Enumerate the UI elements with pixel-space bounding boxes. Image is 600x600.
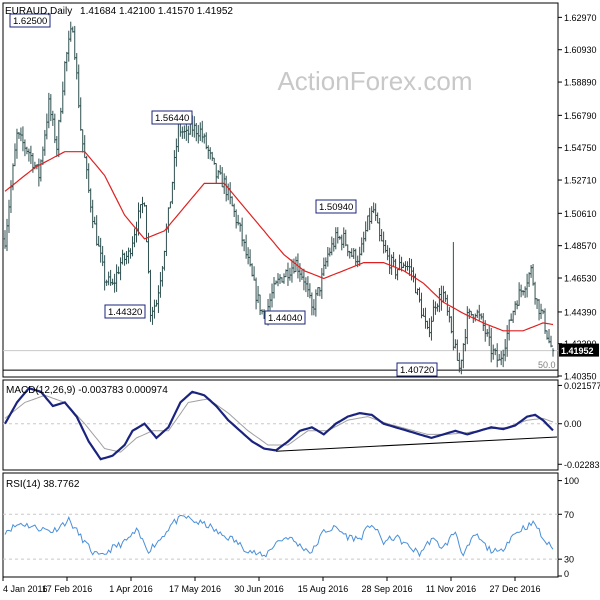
price-annotation-box: [9, 13, 51, 28]
price-axis: 1.62970 1.60930 1.58890 1.56790 1.54750 1.527…: [558, 13, 599, 382]
rsi-grid: [3, 513, 558, 560]
rsi-lines: [4, 514, 554, 558]
price-bars: [3, 21, 555, 375]
chart-header: EURAUD,Daily 1.41684 1.42100 1.41570 1.4…: [5, 6, 233, 17]
price-bar: [551, 345, 555, 357]
rsi-axis: 100 70 30 0: [558, 476, 579, 579]
price-tick-label: 1.52710: [564, 176, 597, 186]
rsi-title: RSI(14) 38.7762: [6, 479, 80, 490]
rsi-tick-label: 0: [564, 569, 569, 579]
x-tick-label: 17 May 2016: [169, 584, 221, 594]
x-tick-label: 15 Aug 2016: [298, 584, 349, 594]
price-tick-label: 1.62970: [564, 13, 597, 23]
x-tick-label: 4 Jan 2016: [3, 584, 48, 594]
x-tick-label: 17 Feb 2016: [42, 584, 93, 594]
watermark: ActionForex.com: [277, 66, 472, 96]
price-tick-label: 1.40350: [564, 372, 597, 382]
price-tick-label: 1.54750: [564, 143, 597, 153]
x-tick-label: 1 Apr 2016: [109, 584, 153, 594]
current-price-box: [559, 343, 599, 357]
rsi-tick-label: 100: [564, 476, 579, 486]
price-annotation-box: [104, 304, 146, 319]
price-panel-frame: [2, 2, 559, 378]
price-annotation-box: [315, 199, 357, 214]
symbol-label: EURAUD,Daily: [5, 6, 72, 17]
x-tick-label: 11 Nov 2016: [426, 584, 476, 594]
price-tick-label: 1.58890: [564, 78, 597, 88]
x-tick-label: 30 Jun 2016: [234, 584, 284, 594]
macd-tick-label: 0.00: [564, 419, 582, 429]
price-annotation-label: 1.56440: [155, 113, 189, 124]
price-annotation-label: 1.62500: [13, 16, 47, 27]
moving-average-line: [4, 151, 554, 332]
price-annotation-label: 1.44320: [108, 307, 142, 318]
price-annotation: 1.62500: [9, 13, 51, 28]
rsi-panel-frame: [2, 472, 559, 578]
x-tick-label: 27 Dec 2016: [489, 584, 540, 594]
price-tick-label: 1.48570: [564, 241, 597, 251]
price-annotation: 1.50940: [315, 199, 357, 214]
price-annotation-box: [396, 362, 438, 377]
macd-main-line: [4, 386, 554, 461]
moving-average: [4, 151, 554, 332]
macd-lines: [4, 386, 558, 461]
price-annotation-label: 1.40720: [400, 365, 434, 376]
rsi-line: [4, 514, 554, 558]
price-tick-label: 1.50610: [564, 209, 597, 219]
price-annotation-box: [151, 110, 193, 125]
macd-tick-label: 0.021577: [564, 381, 600, 391]
fib-50-label: 50.0: [538, 360, 556, 370]
price-tick-label: 1.56790: [564, 111, 597, 121]
macd-trendline: [275, 436, 558, 452]
price-annotation: 1.44320: [104, 304, 146, 319]
current-price-label: 1.41952: [561, 346, 594, 356]
macd-title: MACD(12,26,9) -0.003783 0.000974: [6, 385, 168, 396]
price-tick-label: 1.60930: [564, 45, 597, 55]
x-tick-label: 28 Sep 2016: [361, 584, 412, 594]
price-annotation: 1.44040: [264, 310, 306, 325]
macd-axis: 0.021577 0.00 -0.022833: [558, 381, 600, 470]
rsi-tick-label: 30: [564, 555, 574, 565]
price-annotation-box: [264, 310, 306, 325]
price-annotation: 1.56440: [151, 110, 193, 125]
price-tick-label: 1.46530: [564, 274, 597, 284]
rsi-tick-label: 70: [564, 510, 574, 520]
macd-tick-label: -0.022833: [564, 460, 600, 470]
price-annotation-label: 1.50940: [319, 202, 353, 213]
price-annotation-label: 1.44040: [268, 313, 302, 324]
price-annotations: 1.62500 1.56440 1.50940 1.44320 1.44040 1.407…: [9, 13, 438, 377]
price-tick-label: 1.44390: [564, 307, 597, 317]
ohlc-values: 1.41684 1.42100 1.41570 1.41952: [80, 6, 233, 17]
price-annotation: 1.40720: [396, 362, 438, 377]
macd-panel-frame: [2, 379, 559, 471]
